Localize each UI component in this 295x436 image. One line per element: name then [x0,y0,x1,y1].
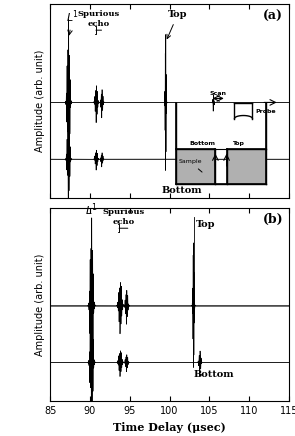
Y-axis label: Amplitude (arb. unit): Amplitude (arb. unit) [35,50,45,152]
Text: (b): (b) [263,213,283,226]
Y-axis label: Amplitude (arb. unit): Amplitude (arb. unit) [35,253,45,355]
Text: $L^1$: $L^1$ [85,201,98,218]
Text: (a): (a) [263,10,283,23]
Text: $L^1$: $L^1$ [66,8,79,35]
X-axis label: Time Delay (μsec): Time Delay (μsec) [113,422,226,433]
Text: Top: Top [196,221,215,229]
Text: Bottom: Bottom [161,165,203,195]
Text: Top: Top [167,10,187,38]
Text: Bottom: Bottom [194,370,234,379]
Text: Spurious
echo: Spurious echo [78,10,120,27]
Text: Spurious
echo: Spurious echo [102,208,145,226]
